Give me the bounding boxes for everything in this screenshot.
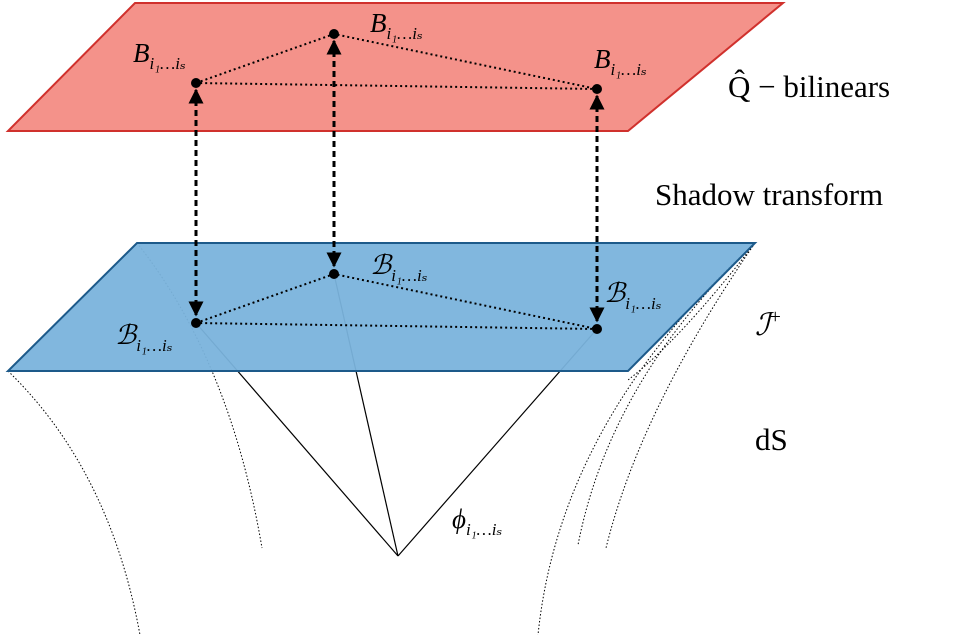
bottom-triangle [195, 272, 598, 330]
subscript: i₁…iₛ [150, 54, 186, 73]
symbol: ℬ [370, 250, 393, 280]
plane-label: Q̂ − bilinears [728, 69, 890, 104]
symbol: B [594, 44, 611, 74]
symbol: B [370, 8, 387, 38]
field-label: ϕi₁…iₛ [452, 504, 502, 539]
symbol: B [133, 38, 150, 68]
shadow-label: ℬi₁…iₛ [370, 250, 428, 285]
symbol: ℬ [115, 320, 138, 350]
top-triangle [195, 32, 598, 90]
nodes [191, 29, 602, 334]
bulk-label: dS [755, 422, 788, 457]
subscript: i₁…iₛ [391, 266, 427, 285]
superscript: + [770, 306, 781, 328]
symbol: ℬ [604, 278, 627, 308]
subscript: i₁…iₛ [625, 294, 661, 313]
symbol: ϕ [452, 504, 466, 534]
boundary-label: ℐ+ [755, 306, 781, 342]
bilinear-label: Bi₁…iₛ [594, 44, 647, 79]
shadow-arrows [188, 39, 605, 323]
labels: Bi₁…iₛBi₁…iₛBi₁…iₛℬi₁…iₛℬi₁…iₛℬi₁…iₛϕi₁…… [115, 8, 890, 539]
subscript: i₁…iₛ [611, 60, 647, 79]
bilinear-label: Bi₁…iₛ [370, 8, 423, 43]
subscript: i₁…iₛ [387, 24, 423, 43]
subscript: i₁…iₛ [466, 520, 502, 539]
shadow-label: ℬi₁…iₛ [604, 278, 662, 313]
bilinear-label: Bi₁…iₛ [133, 38, 186, 73]
transform-label: Shadow transform [655, 177, 883, 212]
bilinear-plane [5, 2, 786, 132]
shadow-label: ℬi₁…iₛ [115, 320, 173, 355]
subscript: i₁…iₛ [136, 336, 172, 355]
